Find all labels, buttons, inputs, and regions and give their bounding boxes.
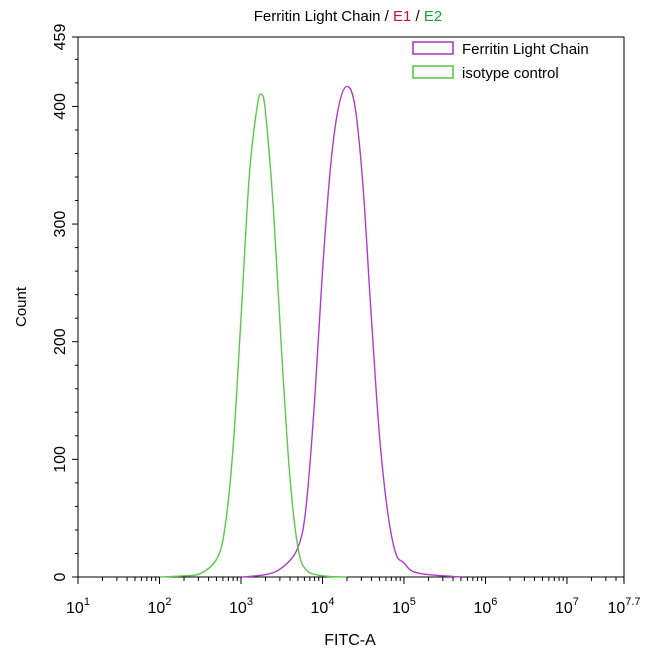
y-axis: 0 100 200 300 400 459: [52, 24, 78, 581]
x-tick-label: 102: [148, 596, 172, 617]
y-tick-label: 459: [52, 24, 69, 51]
y-tick-label: 0: [52, 572, 69, 581]
y-tick-label: 300: [52, 211, 69, 238]
y-axis-label: Count: [13, 286, 30, 327]
x-tick-label: 105: [392, 596, 416, 617]
x-tick-label: 107.7: [607, 596, 640, 617]
series-line-0: [240, 85, 461, 578]
title-part: E1: [393, 8, 411, 25]
legend-label: isotype control: [462, 65, 559, 82]
legend-label: Ferritin Light Chain: [462, 41, 589, 58]
x-axis: 101 102 103 104 105 106 107 107.7: [66, 577, 641, 617]
legend: Ferritin Light Chain isotype control: [412, 41, 589, 82]
legend-swatch: [412, 65, 454, 79]
x-tick-label: 104: [311, 596, 335, 617]
chart-title: Ferritin Light Chain / E1 / E2: [254, 8, 442, 25]
title-part: E2: [424, 8, 442, 25]
x-tick-label: 103: [229, 596, 253, 617]
y-tick-label: 200: [52, 328, 69, 355]
series-layer: [159, 85, 461, 578]
x-tick-label: 106: [474, 596, 498, 617]
x-tick-label: 101: [66, 596, 90, 617]
y-tick-label: 100: [52, 446, 69, 473]
series-line-1: [159, 93, 348, 578]
plot-area: [77, 36, 625, 578]
title-part: Ferritin Light Chain /: [254, 8, 393, 25]
x-tick-label: 107: [555, 596, 579, 617]
title-part: /: [411, 8, 424, 25]
y-tick-label: 400: [52, 93, 69, 120]
x-axis-label: FITC-A: [324, 632, 376, 649]
legend-swatch: [412, 41, 454, 55]
